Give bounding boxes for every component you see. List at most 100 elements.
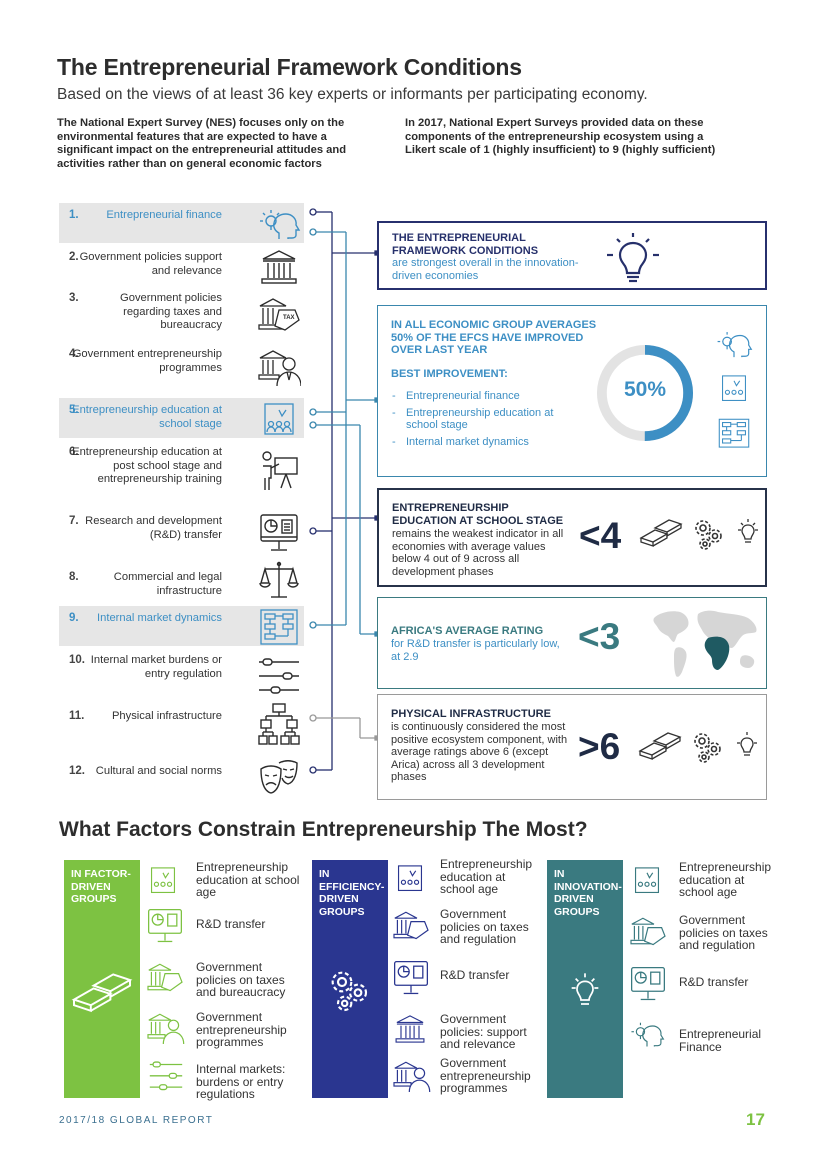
constraints-title: What Factors Constrain Entrepreneurship … <box>59 818 588 841</box>
percent-ring-arc <box>596 344 694 442</box>
efc-item-6: 6. Entrepreneurship education at post sc… <box>59 440 304 506</box>
list-item: Entrepreneurship education at school sta… <box>392 407 582 432</box>
group-item: R&D transfer <box>440 968 510 982</box>
footer-report-title: 2017/18 GLOBAL REPORT <box>59 1115 214 1126</box>
big-value: >6 <box>578 726 621 767</box>
efc-number: 2. <box>69 251 79 263</box>
group-item: Entrepreneurship education at school age <box>196 860 300 899</box>
group-item: R&D transfer <box>679 975 749 989</box>
group-label: IN FACTOR-DRIVEN GROUPS <box>71 868 131 905</box>
efc-number: 1. <box>69 209 79 221</box>
efc-label: Entrepreneurship education at school sta… <box>72 404 222 430</box>
page-title: The Entrepreneurial Framework Conditions <box>57 54 522 80</box>
box-heading: IN ALL ECONOMIC GROUP AVERAGES 50% OF TH… <box>391 319 597 356</box>
efc-label: Entrepreneurial finance <box>106 209 222 221</box>
gears-icon <box>694 733 721 763</box>
efc-number: 4. <box>69 348 79 360</box>
box-text: is continuously considered the most posi… <box>391 721 568 783</box>
efc-label: Government policies support and relevanc… <box>79 251 222 277</box>
gold-bars-icon <box>638 732 682 760</box>
efc-label: Research and development (R&D) transfer <box>85 515 222 541</box>
best-improvement-list: Entrepreneurial finance Entrepreneurship… <box>392 390 582 452</box>
gold-bars-icon <box>71 973 133 1013</box>
efc-number: 5. <box>69 404 79 416</box>
group-item: Government policies on taxes and regulat… <box>440 907 529 946</box>
group-item: Government policies: support and relevan… <box>440 1012 527 1051</box>
group-item: Government policies on taxes and bureauc… <box>196 960 286 999</box>
classroom-icon <box>634 867 660 894</box>
group-item: Government entrepreneurship programmes <box>196 1010 287 1049</box>
government-building-icon <box>395 1015 425 1043</box>
box-heading: PHYSICAL INFRASTRUCTURE <box>391 708 551 720</box>
efc-item-5: 5. Entrepreneurship education at school … <box>59 398 304 438</box>
efc-label: Government policies regarding taxes and … <box>120 292 222 332</box>
efc-item-10: 10. Internal market burdens or entry reg… <box>59 648 304 698</box>
group-innovation-driven: IN INNOVATION-DRIVEN GROUPS Entrepreneur… <box>547 860 782 1098</box>
percent-label: 50% <box>623 378 667 401</box>
group-bar: IN FACTOR-DRIVEN GROUPS <box>64 860 140 1098</box>
lightbulb-icon <box>571 973 599 1005</box>
efc-number: 7. <box>69 515 79 527</box>
box-physical-infrastructure: PHYSICAL INFRASTRUCTURE is continuously … <box>377 694 767 800</box>
efc-number: 11. <box>69 710 85 722</box>
intro-right: In 2017, National Expert Surveys provide… <box>405 117 716 157</box>
efc-label: Internal market dynamics <box>97 612 222 624</box>
efc-label: Cultural and social norms <box>95 765 222 777</box>
government-person-icon <box>393 1061 431 1092</box>
efc-item-8: 8. Commercial and legal infrastructure <box>59 561 304 607</box>
efc-item-7: 7. Research and development (R&D) transf… <box>59 509 304 559</box>
group-item: Internal markets: burdens or entry regul… <box>196 1062 286 1101</box>
gears-icon <box>331 971 368 1012</box>
efc-number: 9. <box>69 612 79 624</box>
list-item: Entrepreneurial finance <box>392 390 582 403</box>
government-person-icon <box>258 350 301 386</box>
efc-number: 12. <box>69 765 85 777</box>
tax-building-icon <box>393 911 429 940</box>
percent-ring <box>596 344 694 442</box>
efc-label: Government entrepreneurship programmes <box>72 348 222 374</box>
list-item: Internal market dynamics <box>392 436 582 449</box>
classroom-icon <box>150 867 176 894</box>
big-value: <3 <box>578 616 621 657</box>
group-efficiency-driven: IN EFFICIENCY-DRIVEN GROUPS Entrepreneur… <box>312 858 542 1098</box>
box-text: for R&D transfer is particularly low, at… <box>391 638 560 663</box>
tax-building-icon: TAX <box>258 298 300 331</box>
box-africa-rating: AFRICA'S AVERAGE RATING for R&D transfer… <box>377 597 767 689</box>
tax-building-icon <box>147 963 183 992</box>
efc-label: Commercial and legal infrastructure <box>113 571 222 597</box>
monitor-chart-icon <box>260 514 298 551</box>
lightbulb-icon <box>737 732 757 756</box>
monitor-chart-icon <box>631 967 665 1001</box>
government-building-icon <box>261 250 297 284</box>
classroom-icon <box>264 403 294 435</box>
box-strongest-conditions: THE ENTREPRENEURIAL FRAMEWORK CONDITIONS… <box>377 221 767 290</box>
head-lightbulb-icon <box>717 332 753 358</box>
lightbulb-icon <box>738 519 758 543</box>
efc-item-4: 4. Government entrepreneurship programme… <box>59 342 304 394</box>
flowchart-board-icon <box>260 609 298 645</box>
connector-lines <box>309 208 380 774</box>
theatre-masks-icon <box>260 760 298 794</box>
sliders-icon <box>149 1061 183 1091</box>
best-improvement-heading: BEST IMPROVEMENT: <box>391 368 508 380</box>
efc-item-3: 3. Government policies regarding taxes a… <box>59 286 304 338</box>
group-item: Entrepreneurial Finance <box>679 1027 762 1054</box>
intro-left: The National Expert Survey (NES) focuses… <box>57 117 347 170</box>
hierarchy-icon <box>258 703 300 745</box>
group-label: IN EFFICIENCY-DRIVEN GROUPS <box>319 868 385 918</box>
group-bar: IN INNOVATION-DRIVEN GROUPS <box>547 860 623 1098</box>
efc-label: Internal market burdens or entry regulat… <box>90 654 222 680</box>
efc-item-1: 1. Entrepreneurial finance <box>59 203 304 243</box>
efc-item-2: 2. Government policies support and relev… <box>59 245 304 289</box>
gears-icon <box>695 520 722 550</box>
efc-number: 6. <box>69 446 79 458</box>
box-school-education: ENTREPRENEURSHIP EDUCATION AT SCHOOL STA… <box>377 488 767 587</box>
tax-building-icon <box>630 917 666 946</box>
svg-text:TAX: TAX <box>283 315 295 321</box>
box-text: remains the weakest indicator in all eco… <box>392 528 564 578</box>
page-subtitle: Based on the views of at least 36 key ex… <box>57 86 648 103</box>
world-map-icon <box>653 610 757 677</box>
presenter-icon <box>262 451 298 490</box>
group-item: R&D transfer <box>196 917 266 931</box>
government-person-icon <box>147 1013 185 1044</box>
